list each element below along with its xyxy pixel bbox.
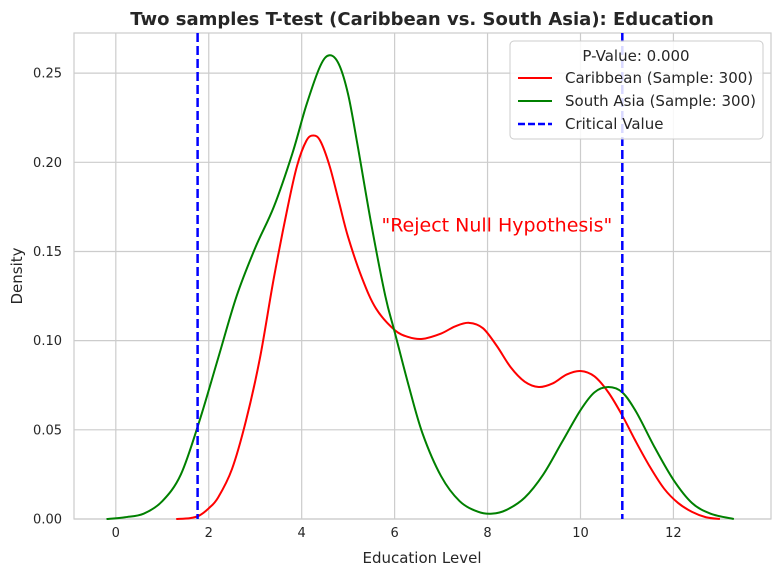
chart-title: Two samples T-test (Caribbean vs. South … bbox=[130, 9, 714, 30]
x-tick-label: 10 bbox=[572, 526, 589, 541]
y-axis-label: Density bbox=[8, 247, 26, 304]
y-tick-label: 0.05 bbox=[33, 423, 62, 438]
y-tick-labels: 0.00 0.05 0.10 0.15 0.20 0.25 bbox=[33, 67, 62, 528]
x-tick-labels: 0 2 4 6 8 10 12 bbox=[112, 526, 682, 541]
x-tick-label: 0 bbox=[112, 526, 120, 541]
y-tick-label: 0.15 bbox=[33, 245, 62, 260]
series-south-asia-line bbox=[106, 54, 735, 520]
annotation-reject-null: "Reject Null Hypothesis" bbox=[381, 215, 612, 237]
y-tick-label: 0.25 bbox=[33, 67, 62, 82]
x-axis-label: Education Level bbox=[362, 549, 481, 567]
y-tick-label: 0.20 bbox=[33, 156, 62, 171]
x-tick-label: 6 bbox=[390, 526, 398, 541]
y-tick-label: 0.10 bbox=[33, 334, 62, 349]
legend: P-Value: 0.000 Caribbean (Sample: 300) S… bbox=[509, 40, 764, 140]
legend-title: P-Value: 0.000 bbox=[582, 47, 689, 65]
x-tick-label: 4 bbox=[298, 526, 306, 541]
legend-entry-critical-value: Critical Value bbox=[565, 115, 663, 133]
legend-box bbox=[509, 40, 764, 140]
legend-entry-caribbean: Caribbean (Sample: 300) bbox=[565, 69, 753, 87]
x-tick-label: 2 bbox=[205, 526, 213, 541]
legend-entry-south-asia: South Asia (Sample: 300) bbox=[565, 92, 756, 110]
series-caribbean-line bbox=[176, 134, 721, 520]
x-tick-label: 8 bbox=[483, 526, 491, 541]
plot-area-border bbox=[73, 32, 772, 520]
x-tick-label: 12 bbox=[665, 526, 682, 541]
y-tick-label: 0.00 bbox=[33, 513, 62, 528]
